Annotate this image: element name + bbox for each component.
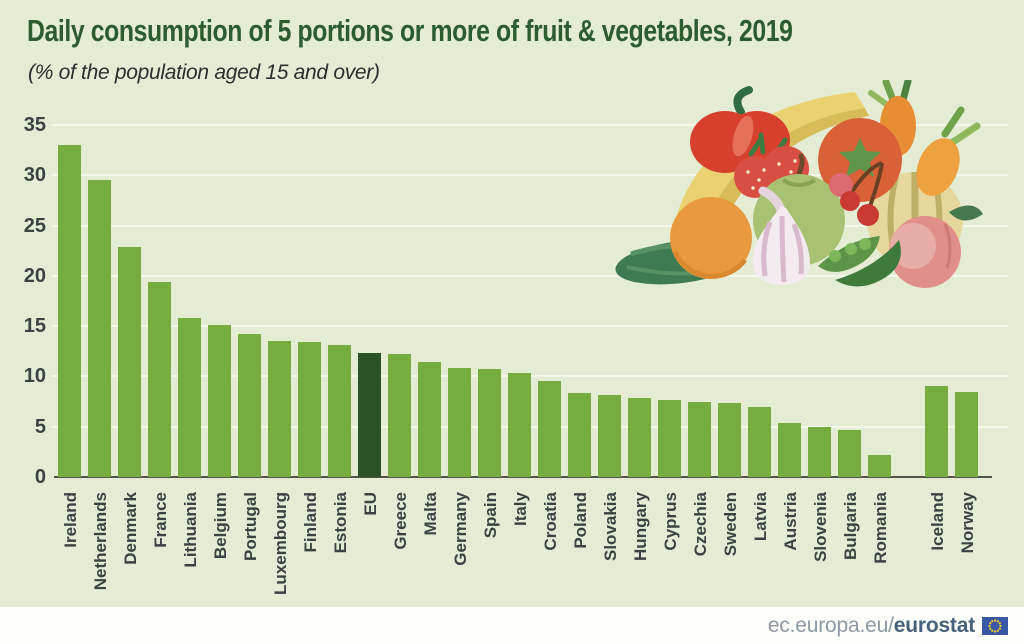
garlic-icon <box>752 186 810 285</box>
bar-belgium <box>208 325 231 477</box>
cherries-icon <box>829 161 884 226</box>
x-label-czechia: Czechia <box>690 492 710 557</box>
y-tick-0: 0 <box>34 466 46 488</box>
x-label-greece: Greece <box>390 492 410 550</box>
x-label-netherlands: Netherlands <box>90 492 110 591</box>
y-tick-15: 15 <box>23 315 46 338</box>
x-label-poland: Poland <box>570 492 590 549</box>
bar-estonia <box>328 345 351 477</box>
eu-flag-icon <box>982 616 1008 635</box>
bar-iceland <box>925 386 948 477</box>
x-label-france: France <box>150 492 170 548</box>
x-label-italy: Italy <box>510 492 530 527</box>
x-label-germany: Germany <box>450 492 470 566</box>
x-label-austria: Austria <box>780 492 800 551</box>
x-label-bulgaria: Bulgaria <box>840 492 860 561</box>
x-label-iceland: Iceland <box>927 492 947 551</box>
bar-sweden <box>718 402 741 477</box>
bar-denmark <box>118 246 141 477</box>
bar-latvia <box>748 406 771 477</box>
bar-france <box>148 281 171 477</box>
x-label-luxembourg: Luxembourg <box>270 492 290 595</box>
eurostat-url-prefix: ec.europa.eu/ <box>767 613 894 637</box>
bar-ireland <box>58 145 81 477</box>
bar-greece <box>388 354 411 477</box>
bar-malta <box>418 362 441 477</box>
x-label-spain: Spain <box>480 492 500 539</box>
bar-hungary <box>628 397 651 477</box>
y-tick-20: 20 <box>23 264 46 287</box>
gridline-25 <box>52 224 1008 227</box>
bar-bulgaria <box>838 429 861 477</box>
peach-icon <box>889 205 983 288</box>
page-title: Daily consumption of 5 portions or more … <box>27 13 793 48</box>
x-label-malta: Malta <box>420 492 440 536</box>
bar-slovakia <box>598 394 621 477</box>
page-subtitle: (% of the population aged 15 and over) <box>28 61 380 84</box>
x-label-lithuania: Lithuania <box>180 492 200 568</box>
x-label-estonia: Estonia <box>330 492 350 554</box>
bar-slovenia <box>808 426 831 477</box>
bar-luxembourg <box>268 341 291 477</box>
eurostat-url: ec.europa.eu/eurostat <box>768 614 975 638</box>
x-label-romania: Romania <box>870 492 890 564</box>
bar-lithuania <box>178 318 201 477</box>
pea-pod-icon <box>818 236 901 287</box>
bar-austria <box>778 422 801 477</box>
x-label-sweden: Sweden <box>720 492 740 557</box>
bar-portugal <box>238 334 261 477</box>
bar-netherlands <box>88 180 111 477</box>
x-label-belgium: Belgium <box>210 492 230 560</box>
orange-icon <box>670 197 752 279</box>
x-label-croatia: Croatia <box>540 492 560 551</box>
bar-norway <box>955 391 978 477</box>
bar-romania <box>868 454 891 477</box>
y-tick-10: 10 <box>23 365 46 388</box>
bar-czechia <box>688 401 711 477</box>
bar-cyprus <box>658 399 681 477</box>
x-label-latvia: Latvia <box>750 492 770 542</box>
carrot-icon <box>868 80 981 196</box>
x-label-slovenia: Slovenia <box>810 492 830 562</box>
footer-bar: ec.europa.eu/eurostat <box>0 607 1024 644</box>
gridline-35 <box>52 124 1008 126</box>
x-label-ireland: Ireland <box>60 492 80 548</box>
y-tick-5: 5 <box>34 415 46 438</box>
x-label-eu: EU <box>360 492 380 516</box>
y-tick-25: 25 <box>23 214 46 237</box>
bar-italy <box>508 373 531 477</box>
fruit-vegetables-illustration <box>615 80 983 288</box>
x-label-finland: Finland <box>300 492 320 553</box>
bar-eu <box>358 353 381 477</box>
bar-spain <box>478 369 501 477</box>
x-label-norway: Norway <box>957 492 977 554</box>
x-label-cyprus: Cyprus <box>660 492 680 551</box>
gridline-20 <box>52 274 1008 277</box>
y-tick-30: 30 <box>23 164 46 187</box>
bar-croatia <box>538 381 561 477</box>
x-label-hungary: Hungary <box>630 492 650 561</box>
x-axis-line <box>54 476 992 478</box>
x-label-slovakia: Slovakia <box>600 492 620 561</box>
eurostat-url-bold: eurostat <box>893 613 975 637</box>
gridline-15 <box>52 325 1008 328</box>
x-label-denmark: Denmark <box>120 492 140 565</box>
bar-finland <box>298 342 321 477</box>
x-label-portugal: Portugal <box>240 492 260 561</box>
gridline-30 <box>52 174 1008 177</box>
y-tick-35: 35 <box>23 114 46 136</box>
bar-poland <box>568 392 591 477</box>
bar-germany <box>448 368 471 477</box>
